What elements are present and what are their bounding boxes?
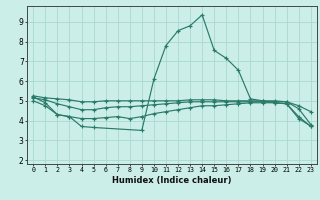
X-axis label: Humidex (Indice chaleur): Humidex (Indice chaleur) bbox=[112, 176, 232, 185]
